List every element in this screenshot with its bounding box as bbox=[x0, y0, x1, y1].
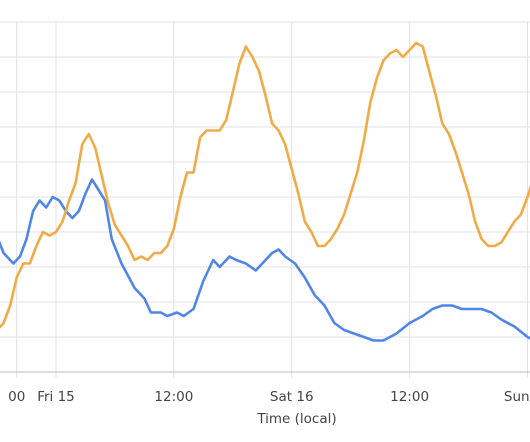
x-tick-label: Fri 15 bbox=[37, 389, 75, 405]
horizontal-gridlines bbox=[0, 21, 530, 373]
vertical-gridlines bbox=[16, 22, 528, 378]
x-axis-title: Time (local) bbox=[256, 411, 336, 427]
series-line-2 bbox=[0, 41, 530, 329]
series-line-1 bbox=[0, 178, 530, 342]
x-tick-label: 00 bbox=[8, 389, 25, 405]
x-tick-label: Sat 16 bbox=[270, 389, 314, 405]
x-tick-label: Sun 17 bbox=[504, 389, 530, 405]
x-tick-label: 12:00 bbox=[390, 389, 429, 405]
x-tick-label: 12:00 bbox=[154, 389, 193, 405]
series-lines bbox=[0, 41, 530, 342]
